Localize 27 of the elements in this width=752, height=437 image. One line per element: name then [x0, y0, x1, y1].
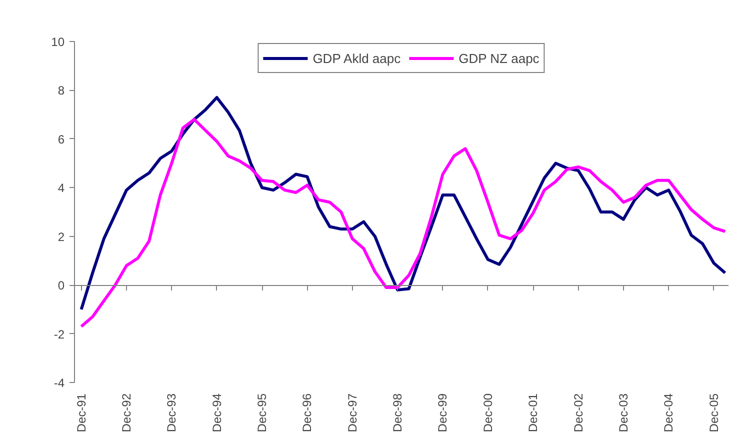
legend-label: GDP Akld aapc: [312, 50, 401, 66]
x-tick-label: Dec-01: [526, 393, 540, 432]
line-series: [80, 96, 727, 311]
x-tick-label: Dec-99: [436, 393, 450, 432]
x-tick-label: Dec-96: [300, 393, 314, 432]
x-tick-label: Dec-98: [390, 393, 405, 432]
line-series: [80, 118, 727, 328]
y-tick-label: 8: [58, 84, 65, 98]
x-tick-label: Dec-05: [706, 393, 721, 432]
y-tick-label: 0: [58, 278, 65, 293]
y-tick-label: 4: [58, 181, 65, 196]
x-tick-label: Dec-93: [164, 393, 179, 432]
legend-label: GDP NZ aapc: [458, 50, 540, 66]
y-tick-label: -2: [54, 327, 65, 342]
x-tick-label: Dec-92: [119, 393, 134, 432]
y-tick-label: 10: [51, 35, 65, 49]
x-tick-label: Dec-95: [255, 393, 270, 432]
x-tick-label: Dec-02: [571, 393, 586, 432]
y-tick-label: -4: [54, 376, 65, 390]
x-tick-label: Dec-03: [616, 393, 630, 432]
y-tick-label: 2: [58, 230, 65, 244]
x-tick-label: Dec-97: [345, 393, 360, 432]
x-tick-label: Dec-04: [662, 393, 676, 432]
x-tick-label: Dec-00: [480, 393, 495, 432]
x-tick-label: Dec-94: [210, 393, 224, 432]
x-tick-label: Dec-91: [74, 393, 88, 432]
y-tick-label: 6: [58, 132, 65, 146]
